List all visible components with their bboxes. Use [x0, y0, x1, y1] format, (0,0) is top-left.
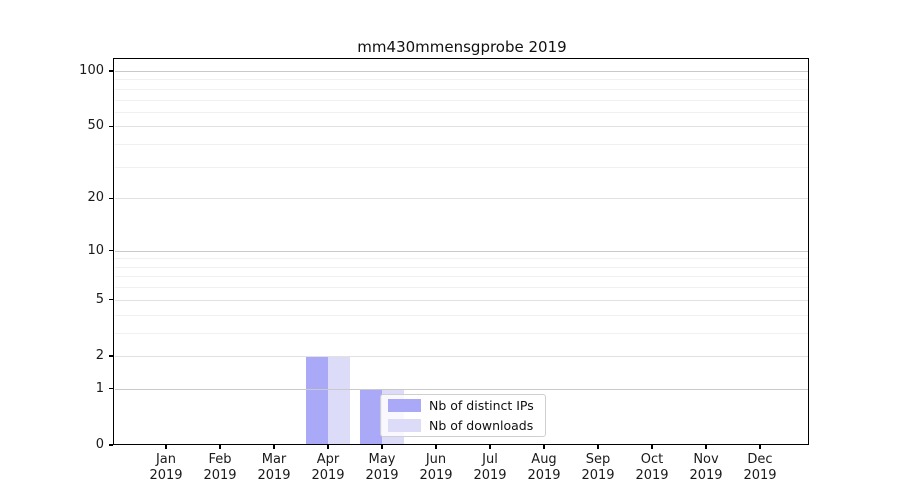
gridline-y-30 [114, 166, 809, 168]
gridline-y-8 [114, 266, 809, 268]
x-tick-aug [543, 445, 545, 449]
x-tick-jul [489, 445, 491, 449]
legend-label-downloads: Nb of downloads [429, 418, 534, 433]
gridline-y-60 [114, 111, 809, 113]
y-tick-label-0: 0 [95, 437, 104, 452]
legend-swatch-downloads [388, 419, 421, 432]
legend-swatch-distinct-ips [388, 399, 421, 412]
y-tick-20 [109, 197, 113, 199]
gridline-y-20 [114, 198, 809, 200]
y-tick-2 [109, 355, 113, 357]
gridline-y-70 [114, 99, 809, 101]
y-tick-label-100: 100 [79, 63, 104, 78]
gridline-y-1 [114, 388, 809, 390]
y-tick-label-50: 50 [87, 118, 104, 134]
x-tick-label-jun: Jun 2019 [419, 452, 453, 483]
y-tick-1 [109, 388, 113, 390]
gridline-y-4 [114, 314, 809, 316]
x-tick-jun [435, 445, 437, 449]
gridline-y-9 [114, 258, 809, 260]
y-tick-label-2: 2 [95, 347, 104, 363]
x-tick-label-oct: Oct 2019 [635, 452, 669, 483]
x-tick-label-mar: Mar 2019 [257, 452, 291, 483]
x-tick-label-may: May 2019 [365, 452, 399, 483]
x-tick-dec [759, 445, 761, 449]
gridline-y-40 [114, 144, 809, 146]
x-tick-sep [597, 445, 599, 449]
x-tick-oct [651, 445, 653, 449]
y-tick-label-10: 10 [87, 242, 104, 258]
legend-row-downloads: Nb of downloads [388, 417, 545, 434]
x-tick-label-apr: Apr 2019 [311, 452, 345, 483]
x-tick-label-sep: Sep 2019 [581, 452, 615, 483]
y-tick-label-1: 1 [95, 380, 104, 396]
legend-label-distinct-ips: Nb of distinct IPs [429, 398, 534, 413]
x-tick-label-feb: Feb 2019 [203, 452, 237, 483]
bar-nb-of-downloads-apr [328, 355, 350, 444]
y-tick-100 [109, 70, 113, 72]
x-tick-apr [327, 445, 329, 449]
x-tick-label-dec: Dec 2019 [743, 452, 777, 483]
y-tick-label-5: 5 [95, 291, 104, 307]
x-tick-mar [273, 445, 275, 449]
y-tick-50 [109, 125, 113, 127]
y-tick-0 [109, 444, 113, 446]
x-tick-may [381, 445, 383, 449]
gridline-y-90 [114, 79, 809, 81]
y-tick-label-20: 20 [87, 190, 104, 206]
gridline-y-5 [114, 299, 809, 301]
bar-nb-of-distinct-ips-apr [306, 355, 328, 444]
gridline-y-6 [114, 287, 809, 289]
x-tick-nov [705, 445, 707, 449]
x-tick-label-jan: Jan 2019 [149, 452, 183, 483]
gridline-y-50 [114, 126, 809, 128]
chart-title: mm430mmensgprobe 2019 [357, 38, 567, 56]
gridline-y-80 [114, 88, 809, 90]
gridline-y-7 [114, 276, 809, 278]
gridline-y-10 [114, 250, 809, 252]
gridline-y-2 [114, 355, 809, 357]
x-tick-label-jul: Jul 2019 [473, 452, 507, 483]
gridline-y-3 [114, 332, 809, 334]
x-tick-label-aug: Aug 2019 [527, 452, 561, 483]
x-tick-feb [219, 445, 221, 449]
gridline-y-100 [114, 71, 809, 72]
legend-row-distinct-ips: Nb of distinct IPs [388, 397, 545, 414]
bar-nb-of-distinct-ips-may [360, 388, 382, 444]
x-tick-jan [165, 445, 167, 449]
y-tick-5 [109, 299, 113, 301]
legend: Nb of distinct IPs Nb of downloads [380, 394, 546, 437]
x-tick-label-nov: Nov 2019 [689, 452, 723, 483]
y-tick-10 [109, 250, 113, 252]
